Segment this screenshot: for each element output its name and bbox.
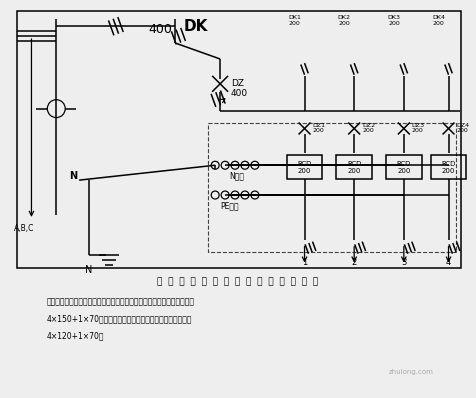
Bar [286,155,322,179]
Text: 1: 1 [301,258,307,267]
Text: DK4
200: DK4 200 [431,15,444,26]
Text: 总  配  电  箱  及  分  路  漏  电  保  护  器  系  统  图: 总 配 电 箱 及 分 路 漏 电 保 护 器 系 统 图 [157,277,318,287]
Text: 注：上图为总配电箱前接线图，由电源接入总配电箱的电缆为橡套软电缆: 注：上图为总配电箱前接线图，由电源接入总配电箱的电缆为橡套软电缆 [46,297,194,306]
Text: 4: 4 [445,258,450,267]
Text: 400: 400 [149,23,172,36]
Text: DK1
200: DK1 200 [288,15,300,26]
Text: A,B,C: A,B,C [13,224,34,233]
Text: RCD
200: RCD 200 [440,161,455,174]
Bar [208,123,456,252]
Text: zhulong.com: zhulong.com [388,369,433,375]
Text: DK2
200: DK2 200 [337,15,350,26]
Text: 4×150+1×70，总配电箱连接各分配箱的电缆为橡套软电缆: 4×150+1×70，总配电箱连接各分配箱的电缆为橡套软电缆 [46,314,191,323]
Text: DZ4
200: DZ4 200 [456,123,468,133]
Text: N: N [69,171,77,181]
Text: DZ1
200: DZ1 200 [312,123,325,133]
Text: 400: 400 [230,89,248,98]
Text: RCD
200: RCD 200 [396,161,410,174]
Text: 4×120+1×70。: 4×120+1×70。 [46,331,104,340]
Bar [17,11,460,267]
Text: PE排扱: PE排扱 [220,201,239,210]
Text: RCD
200: RCD 200 [297,161,311,174]
Text: DZ: DZ [230,79,244,88]
Bar [336,155,371,179]
Text: DK: DK [183,19,208,34]
Bar [430,155,466,179]
Bar [385,155,421,179]
Text: 3: 3 [400,258,406,267]
Text: RCD
200: RCD 200 [346,161,361,174]
Text: N排扱: N排扱 [229,171,244,180]
Text: DK3
200: DK3 200 [387,15,399,26]
Text: 2: 2 [351,258,356,267]
Text: N: N [85,265,92,275]
Text: DZ3
200: DZ3 200 [411,123,424,133]
Text: DZ2
200: DZ2 200 [361,123,375,133]
